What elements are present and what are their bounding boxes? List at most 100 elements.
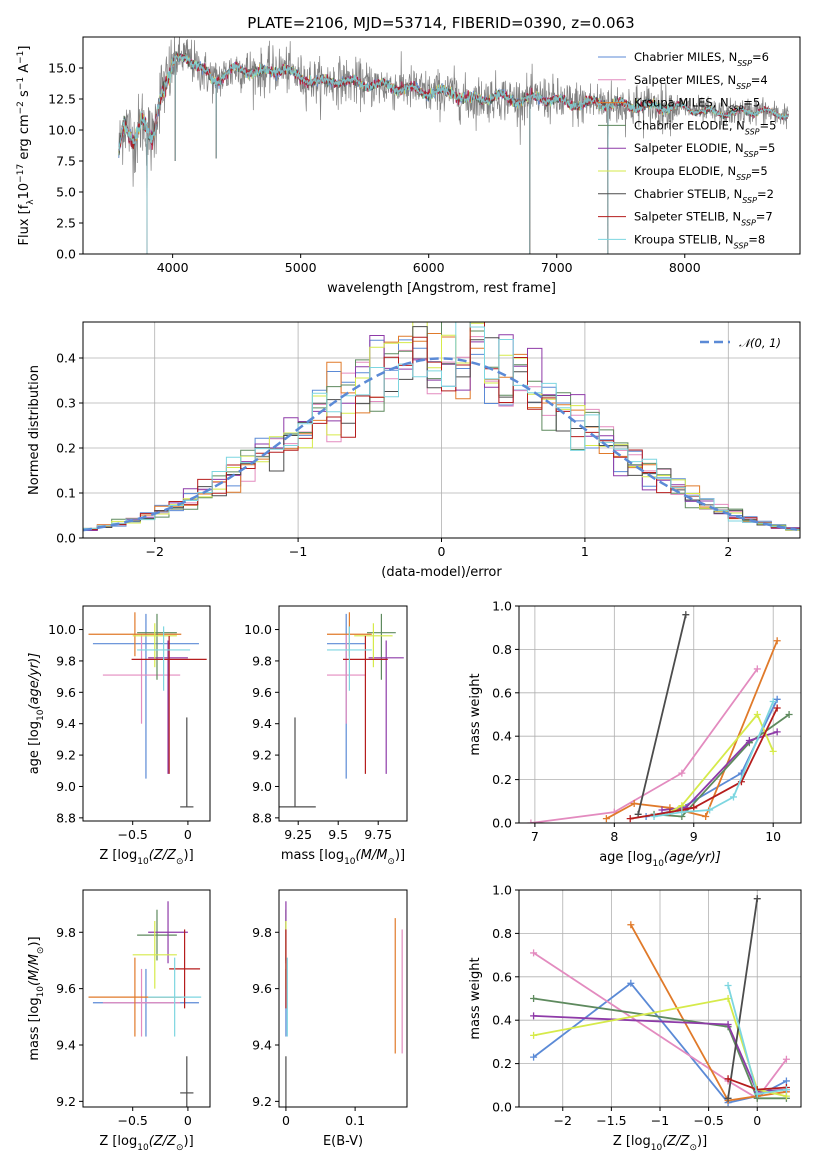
spectrum-y-axis-label-part: −1 [16,77,26,90]
weight-marker [602,815,610,823]
weight-series-line [637,614,687,815]
weight-vs-age-x-axis-label-part: 10 [652,859,664,869]
legend-entry: Kroupa STELIB, NSSP=8 [634,232,765,250]
weight-marker [753,711,761,718]
age-vs-Z-y-axis-label-part: (age/yr)] [27,653,42,710]
x-tick-label: 10 [765,829,781,844]
spectrum-panel: 4000 5000 6000 7000 8000 0.0 2.5 5.0 7.5 10.0 12.5… [16,36,801,296]
x-tick-label: −1.5 [596,1113,626,1128]
x-tick-label: 1 [581,544,589,559]
weight-vs-age-x-axis-label-part: age [log [599,850,652,865]
mass-vs-EBV-x-axis-label: E(B-V) [323,1134,363,1149]
age-vs-Z-axes-frame [82,605,211,822]
weight-series-line [727,898,759,1099]
y-tick-label: 10.0 [48,622,76,637]
weight-marker [724,1075,732,1083]
mass-vs-Z-panel: −0.5 09.29.49.69.8Z [log10(Z/Z⊙)]mass [lo… [27,889,211,1153]
weight-vs-Z-plot-area [519,890,801,1107]
legend-entry: Kroupa ELODIE, NSSP=5 [634,164,768,182]
weight-marker [773,704,781,712]
mass-vs-Z-x-axis-label-part: Z [log [99,1134,137,1149]
legend-count: =4 [751,73,768,87]
x-tick-label: 8000 [669,260,701,275]
mass-vs-Z-plot-area [88,901,202,1107]
weight-vs-Z-x-axis-label-part: Z [log [613,1134,651,1149]
x-tick-label: −1 [289,544,307,559]
weight-vs-Z-panel: −2 −1.5 −1 −0.5 0 0.0 0.2 0.4 0.6 0.8 1.0 Z [log10(… [468,883,802,1153]
legend-entry: Salpeter ELODIE, NSSP=5 [634,141,775,159]
weight-vs-age-plot-area [519,606,801,823]
age-vs-mass-axes-frame [278,605,408,822]
weight-marker [682,611,690,619]
y-tick-label: 10.0 [48,123,76,138]
weight-series-line [630,924,787,1102]
y-tick-label: 0.4 [492,729,512,744]
x-tick-label: 9.5 [328,827,348,842]
y-tick-label: 0.8 [492,926,512,941]
y-tick-label: 9.6 [56,685,76,700]
weight-marker [785,711,793,718]
weight-marker [724,995,732,1002]
x-tick-label: 6000 [413,260,445,275]
weight-marker [773,728,781,736]
weight-vs-age-y-axis-label: mass weight [468,673,483,755]
legend-sub: SSP [745,127,760,136]
mass-vs-Z-x-axis-label-part: (Z/Z [149,1134,177,1149]
legend-sub: SSP [734,241,749,250]
y-tick-label: 15.0 [48,61,76,76]
age-vs-Z-panel: −0.5 08.89.09.29.49.69.810.0Z [log10(Z/Z⊙… [27,605,211,867]
weight-marker [745,737,753,745]
y-tick-label: 0.3 [56,396,76,411]
y-tick-label: 0.4 [56,351,76,366]
y-tick-label: 10.0 [244,622,272,637]
age-vs-mass-x-axis-label-part: )] [395,848,405,863]
legend-entry: Chabrier MILES, NSSP=6 [634,50,769,68]
age-vs-Z-x-axis-label: Z [log10(Z/Z⊙)] [99,848,193,867]
x-tick-label: 9.25 [284,827,312,842]
age-vs-Z-y-axis-label-part: 10 [36,709,46,721]
observed-spectrum-line [118,37,789,254]
legend-label: Salpeter MILES, N [634,73,736,87]
age-vs-mass-x-axis-label-part: mass [log [281,848,344,863]
spectrum-x-axis-label: wavelength [Angstrom, rest frame] [327,281,556,296]
spectrum-y-axis-label-part: −1 [16,51,26,64]
weight-vs-Z-x-axis-label: Z [log10(Z/Z⊙)] [613,1134,707,1153]
legend-sub: SSP [729,104,744,113]
y-tick-label: 9.8 [252,925,272,940]
legend-count: =2 [757,187,774,201]
y-tick-label: 0.2 [492,772,512,787]
y-tick-label: 9.6 [56,981,76,996]
weight-marker [650,812,658,820]
x-tick-label: 7 [531,829,539,844]
age-vs-Z-x-axis-label-part: 10 [137,857,149,867]
legend-count: =5 [760,118,777,132]
weight-marker [769,747,777,755]
legend-entry: Chabrier STELIB, NSSP=2 [634,187,774,205]
weight-marker [773,695,781,703]
y-tick-label: 0.0 [492,1100,512,1115]
legend-count: =6 [752,50,769,64]
y-tick-label: 7.5 [56,154,76,169]
y-tick-label: 0.2 [56,441,76,456]
residuals-y-axis-label: Normed distribution [27,365,42,495]
x-tick-label: 0 [184,827,192,842]
age-vs-Z-x-axis-label-part: Z [log [99,848,137,863]
legend-label: Kroupa STELIB, N [634,232,734,246]
mass-vs-Z-axes-frame [82,889,211,1108]
normal-distribution-curve [83,357,798,532]
legend-label: Chabrier MILES, N [634,50,737,64]
weight-marker [706,806,714,814]
spectrum-y-axis-label-part: Flux [f [17,204,32,245]
spectrum-axes-frame [82,36,801,255]
weight-marker [530,1031,538,1039]
x-tick-label: 0 [753,1113,761,1128]
mass-vs-Z-x-axis-label-part: )] [184,1134,194,1149]
weight-vs-age-x-axis-label: age [log10(age/yr)] [599,850,721,869]
age-vs-Z-y-axis-label-part: age [log [27,721,42,774]
legend-sub: SSP [744,150,759,159]
age-vs-Z-x-axis-label-part: (Z/Z [149,848,177,863]
y-tick-label: 9.8 [56,925,76,940]
